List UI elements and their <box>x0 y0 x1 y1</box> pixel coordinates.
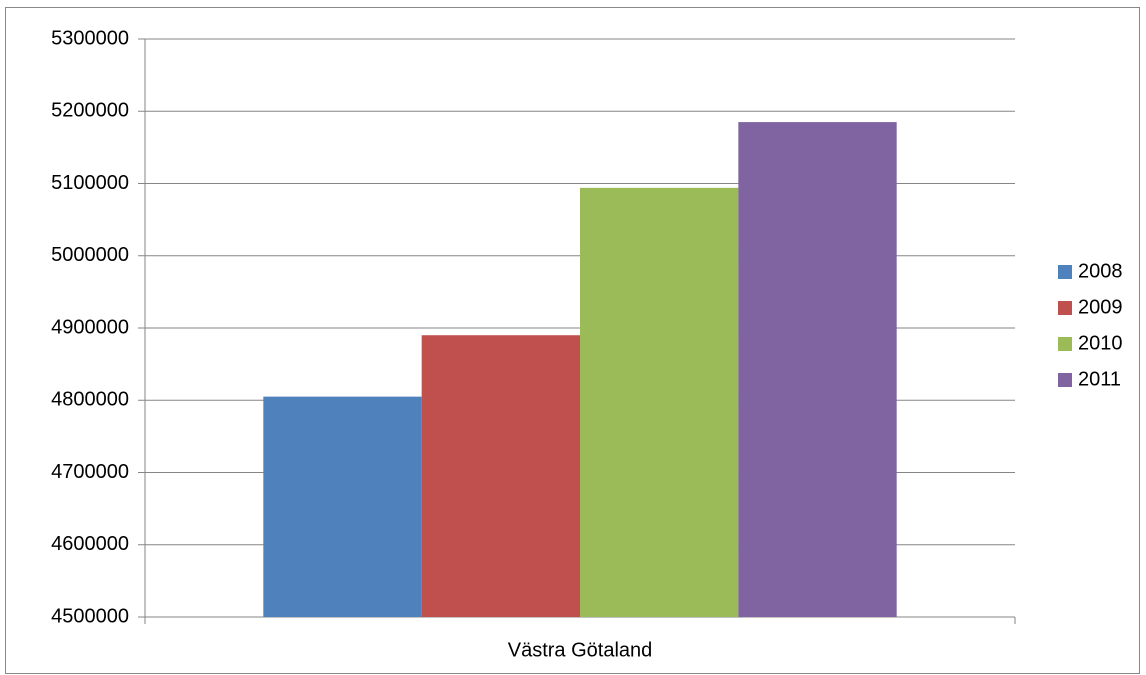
x-tick-label: Västra Götaland <box>508 639 653 661</box>
y-tick-label: 5000000 <box>51 244 129 266</box>
y-tick-label: 5300000 <box>51 27 129 49</box>
y-tick-label: 5100000 <box>51 172 129 194</box>
legend-label: 2011 <box>1078 368 1121 390</box>
y-tick-label: 4900000 <box>51 316 129 338</box>
legend-label: 2010 <box>1078 332 1123 354</box>
legend-swatch <box>1058 301 1072 315</box>
y-tick-label: 4800000 <box>51 389 129 411</box>
y-tick-label: 4500000 <box>51 605 129 627</box>
bar <box>263 396 422 617</box>
legend-swatch <box>1058 265 1072 279</box>
bar <box>580 187 739 617</box>
bar <box>738 122 897 618</box>
y-tick-label: 4600000 <box>51 533 129 555</box>
legend-label: 2009 <box>1078 296 1123 318</box>
y-tick-label: 5200000 <box>51 100 129 122</box>
legend-label: 2008 <box>1078 260 1123 282</box>
legend-swatch <box>1058 337 1072 351</box>
y-tick-label: 4700000 <box>51 461 129 483</box>
legend-swatch <box>1058 373 1072 387</box>
bar <box>421 335 580 617</box>
